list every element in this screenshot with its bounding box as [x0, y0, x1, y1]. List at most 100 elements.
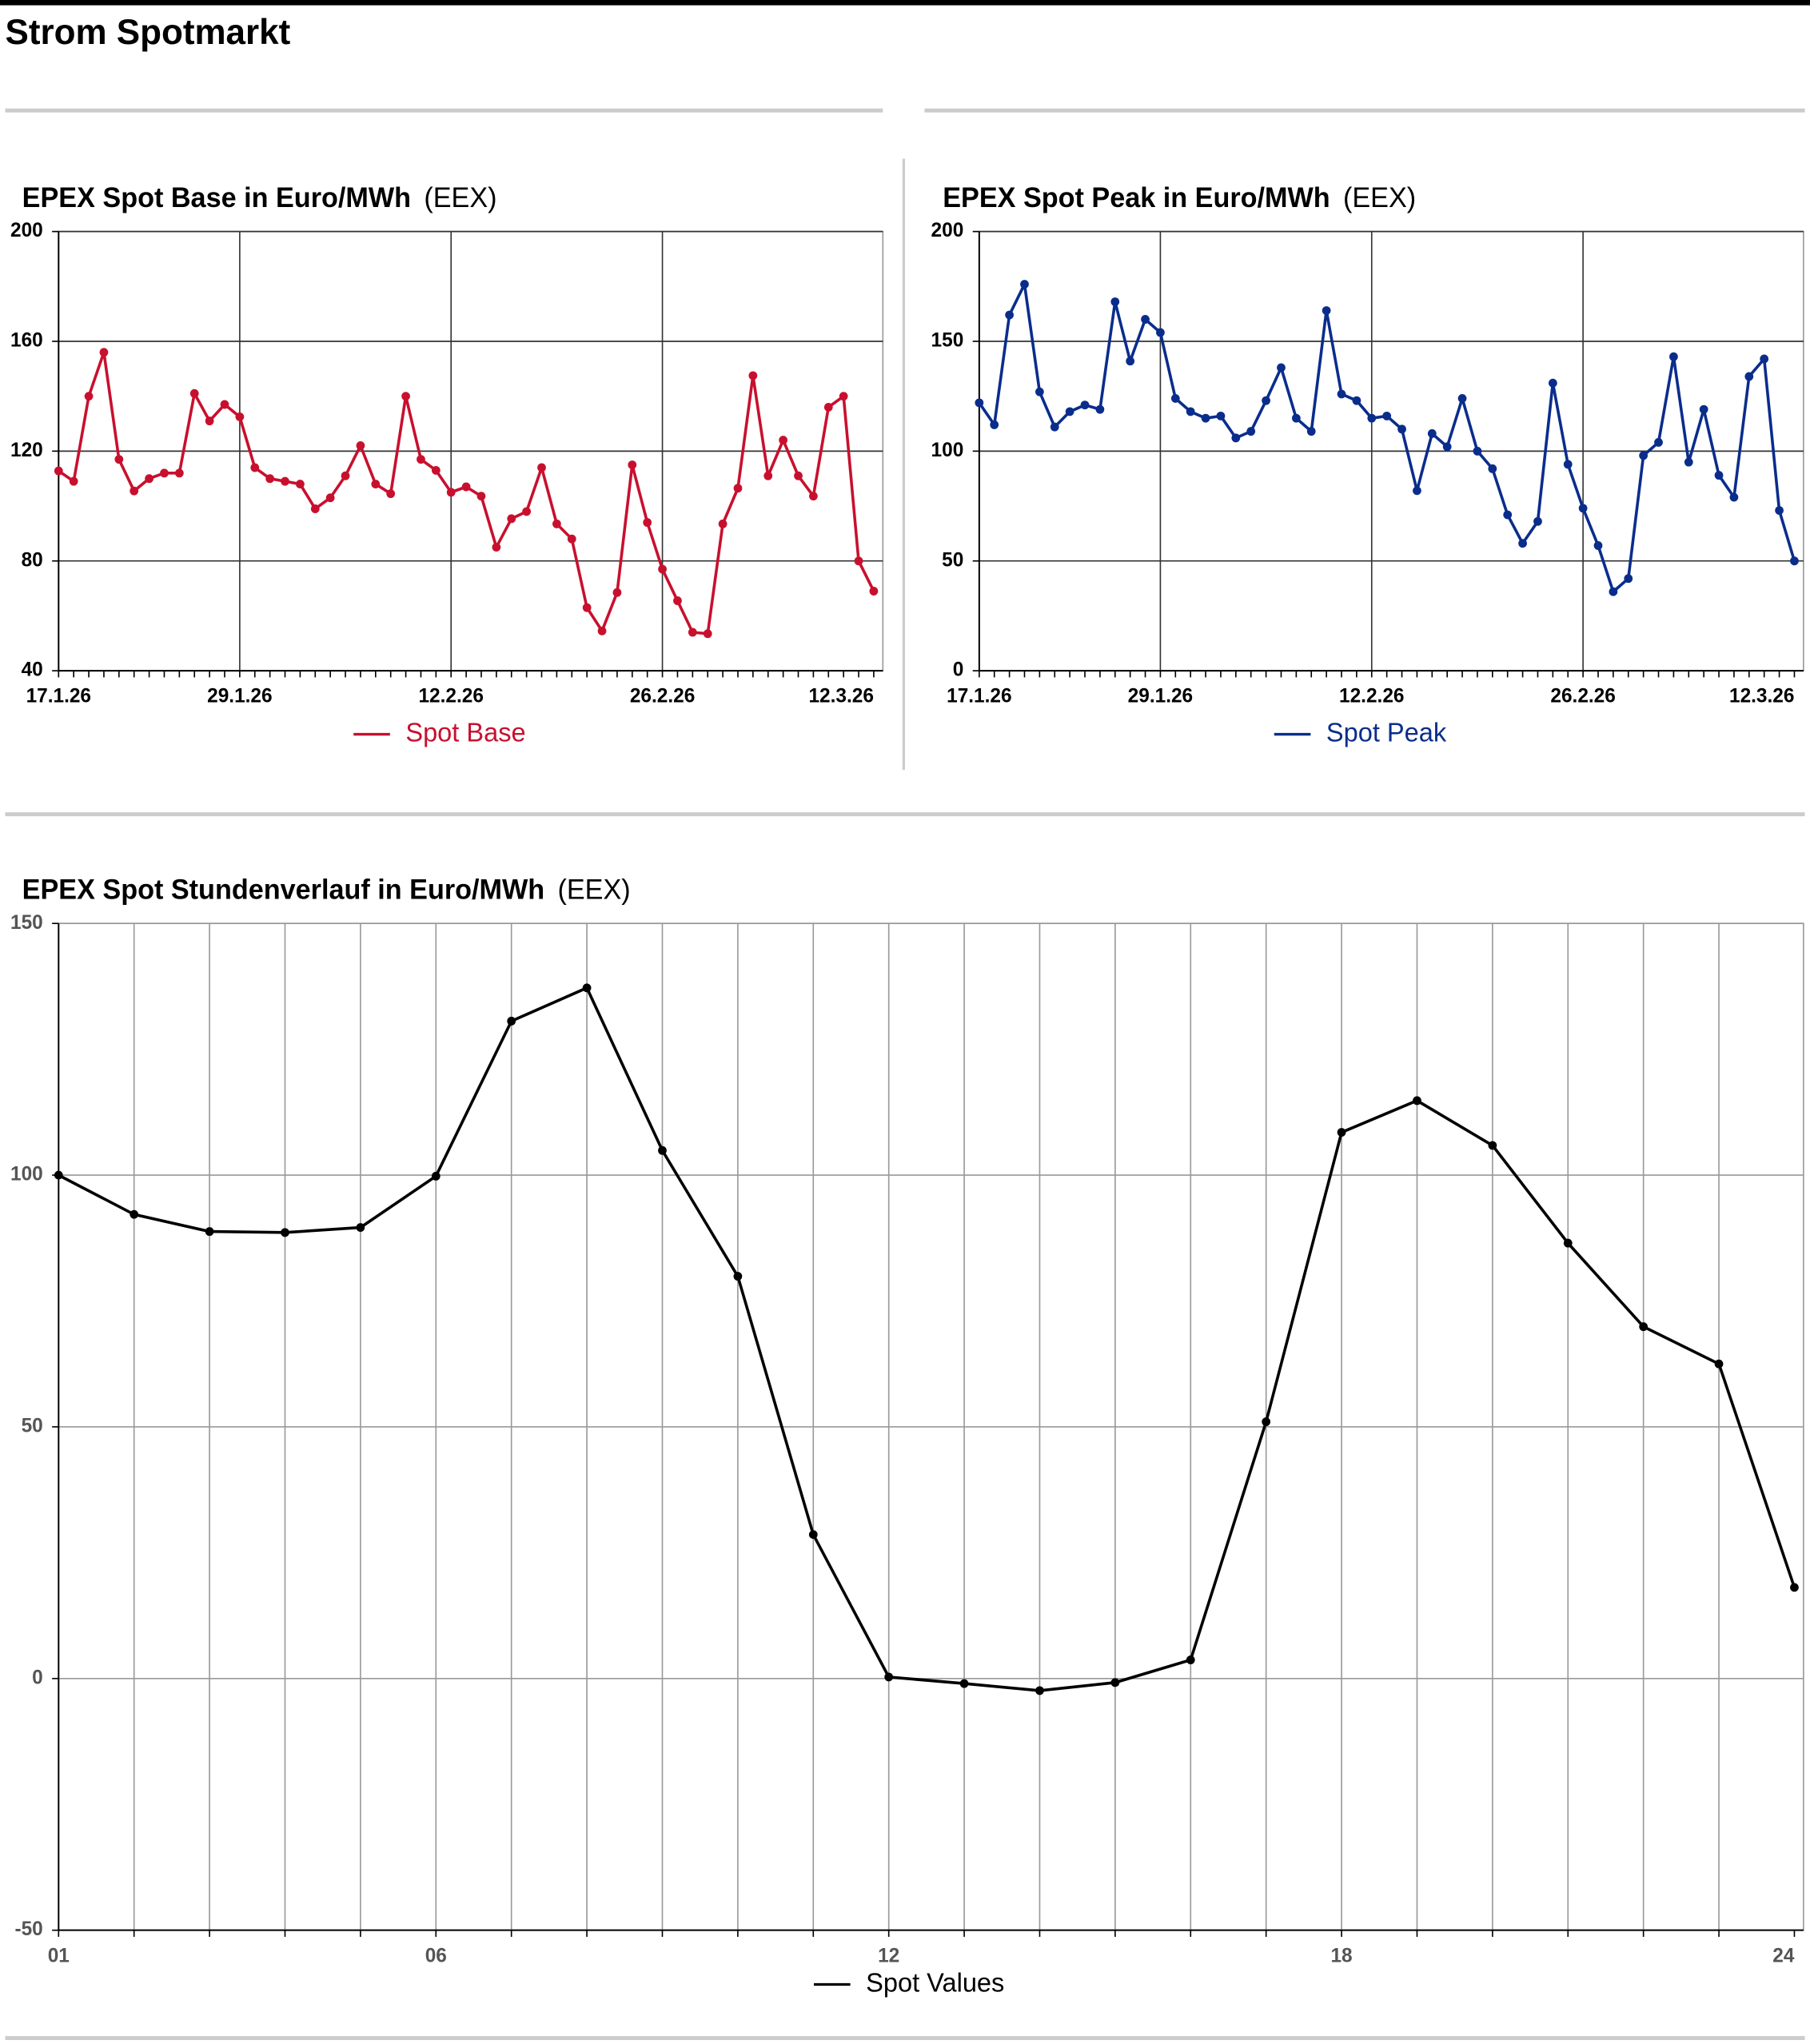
data-point: [1442, 442, 1452, 452]
data-point: [1427, 428, 1437, 438]
data-point: [130, 1209, 139, 1219]
data-point: [1110, 297, 1120, 307]
x-tick-label: 29.1.26: [1128, 686, 1193, 707]
data-point: [1095, 404, 1105, 414]
x-tick-label: 12.3.26: [808, 686, 873, 707]
data-point: [1186, 407, 1195, 416]
data-point: [281, 476, 289, 486]
data-point: [446, 488, 456, 497]
data-point: [431, 1171, 441, 1181]
x-tick-label: 12.2.26: [418, 686, 483, 707]
data-point: [1578, 504, 1588, 513]
x-tick-label: 29.1.26: [207, 686, 272, 707]
data-point: [205, 1227, 214, 1237]
data-point: [1216, 411, 1226, 420]
data-point: [1714, 1359, 1724, 1369]
data-point: [1020, 280, 1029, 289]
data-point: [779, 436, 787, 445]
data-point: [1080, 400, 1090, 410]
data-point: [1473, 446, 1482, 456]
data-point: [386, 489, 396, 499]
x-tick-label: 24: [1772, 1945, 1794, 1966]
data-point: [1714, 471, 1724, 480]
data-point: [1624, 574, 1633, 584]
y-tick-label: 50: [22, 1415, 43, 1436]
data-point: [1186, 1656, 1195, 1664]
page-title: Strom Spotmarkt: [6, 13, 291, 52]
data-point: [673, 596, 682, 605]
data-point: [1322, 306, 1331, 315]
data-point: [959, 1679, 969, 1688]
data-point: [220, 400, 229, 409]
data-point: [809, 492, 818, 501]
data-point: [265, 474, 275, 484]
data-point: [808, 1530, 818, 1540]
data-point: [84, 392, 94, 401]
data-point: [310, 504, 320, 513]
data-point: [1609, 587, 1618, 596]
data-point: [703, 629, 712, 639]
data-point: [643, 518, 652, 528]
data-point: [567, 534, 576, 544]
data-line: [58, 350, 875, 636]
data-point: [1639, 1322, 1649, 1332]
data-point: [417, 455, 425, 464]
y-tick-label: 40: [22, 659, 43, 680]
chart-source: (EEX): [557, 875, 630, 905]
data-point: [1035, 387, 1044, 396]
data-point: [869, 587, 879, 596]
chart-title-main: EPEX Spot Stundenverlauf in Euro/MWh: [22, 875, 544, 905]
data-point: [431, 465, 441, 475]
data-point: [1760, 354, 1769, 364]
x-tick-label: 12: [878, 1945, 899, 1966]
chart-source: (EEX): [424, 183, 496, 213]
data-point: [582, 983, 592, 993]
data-point: [1156, 328, 1165, 337]
data-point: [160, 468, 169, 478]
data-point: [582, 603, 592, 612]
data-point: [130, 486, 139, 496]
data-point: [507, 514, 516, 524]
data-point: [1201, 413, 1210, 423]
y-tick-label: -50: [14, 1918, 42, 1940]
data-point: [1563, 460, 1573, 469]
data-point: [1277, 363, 1286, 373]
data-point: [1775, 506, 1784, 515]
data-point: [1413, 1096, 1421, 1106]
y-tick-label: 100: [931, 440, 964, 461]
data-point: [69, 476, 78, 486]
chart-source: (EEX): [1343, 183, 1416, 213]
y-tick-label: 0: [32, 1667, 43, 1688]
data-point: [1533, 516, 1542, 526]
y-tick-label: 80: [22, 549, 43, 571]
data-point: [1518, 539, 1527, 548]
legend-label: Spot Values: [866, 1967, 1004, 1997]
data-point: [537, 463, 546, 472]
data-point: [1231, 433, 1241, 443]
x-tick-label: 26.2.26: [630, 686, 695, 707]
data-point: [628, 460, 637, 469]
data-point: [492, 543, 501, 552]
x-tick-label: 17.1.26: [947, 686, 1011, 707]
data-point: [658, 1146, 667, 1155]
y-tick-label: 100: [10, 1163, 43, 1185]
data-line: [978, 282, 1796, 594]
data-point: [763, 471, 773, 480]
data-point: [1126, 357, 1135, 366]
data-point: [794, 471, 803, 480]
chart-title-main: EPEX Spot Peak in Euro/MWh: [943, 183, 1330, 213]
data-point: [823, 402, 833, 412]
x-tick-label: 26.2.26: [1550, 686, 1615, 707]
data-point: [476, 492, 486, 501]
data-point: [1790, 556, 1799, 566]
x-tick-label: 18: [1330, 1945, 1352, 1966]
separator: [5, 108, 883, 113]
data-point: [205, 416, 214, 426]
data-point: [325, 493, 335, 503]
data-point: [748, 371, 758, 381]
data-point: [1397, 424, 1406, 434]
data-point: [1367, 413, 1377, 423]
y-tick-label: 150: [10, 912, 43, 934]
data-point: [733, 484, 743, 493]
